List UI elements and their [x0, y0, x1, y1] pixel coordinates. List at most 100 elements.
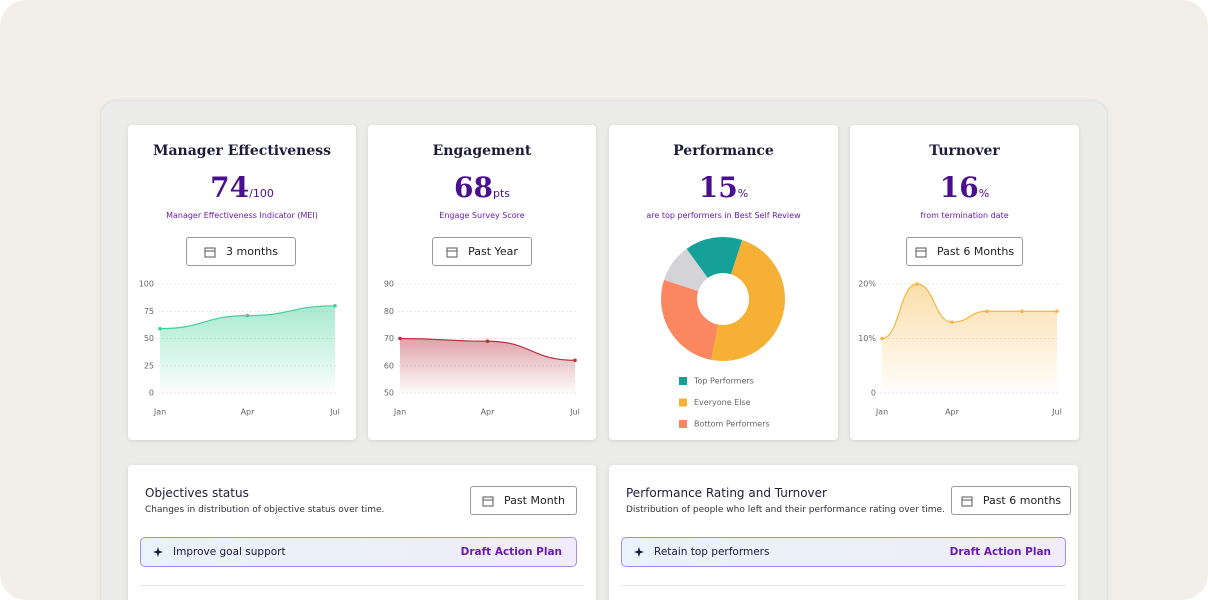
- card: Engagement 68pts Engage Survey Score Pas…: [368, 125, 596, 440]
- y-tick-label: 50: [144, 334, 154, 343]
- metric-caption: Manager Effectiveness Indicator (MEI): [166, 211, 318, 220]
- calendar-icon: [915, 247, 927, 257]
- metric-value: 16: [939, 171, 979, 204]
- panel-card: Performance Rating and Turnover Distribu…: [609, 465, 1078, 600]
- chart: 0 10% 20% Jan Apr Jul: [858, 280, 1062, 417]
- point: [880, 336, 884, 341]
- chart: 0 25 50 75 100 Jan Apr Jul: [139, 280, 340, 417]
- area: [400, 338, 575, 393]
- pie-slice: [711, 240, 786, 361]
- panel-title: Performance Rating and Turnover: [626, 486, 827, 500]
- metric: 16%: [850, 171, 1079, 204]
- x-tick-label: Apr: [481, 408, 496, 417]
- calendar-icon: [204, 247, 216, 257]
- y-tick-label: 10%: [858, 334, 876, 343]
- date-filter[interactable]: Past 6 months: [951, 486, 1071, 515]
- action-link[interactable]: Draft Action Plan: [949, 546, 1051, 558]
- sparkle-icon: [153, 547, 163, 557]
- metric: 15%: [609, 171, 838, 204]
- area: [882, 284, 1057, 393]
- filter-label: Past Year: [468, 245, 518, 258]
- legend-swatch: [679, 377, 687, 385]
- metric-value: 15: [698, 171, 738, 204]
- point: [333, 304, 337, 308]
- legend-swatch: [679, 398, 687, 407]
- date-filter[interactable]: Past Year: [432, 237, 532, 266]
- panel-card: Objectives status Changes in distributio…: [128, 465, 596, 600]
- insight-bar[interactable]: Improve goal support Draft Action Plan: [140, 537, 577, 567]
- legend-label: Bottom Performers: [694, 420, 770, 429]
- card-title: Performance: [673, 143, 774, 159]
- y-tick-label: 25: [144, 361, 154, 370]
- point: [398, 336, 402, 341]
- date-filter[interactable]: 3 months: [186, 237, 296, 266]
- card-title: Engagement: [432, 143, 532, 159]
- y-tick-label: 20%: [858, 280, 876, 289]
- x-tick-label: Jan: [875, 408, 888, 417]
- insight-text: Retain top performers: [654, 546, 770, 558]
- point: [915, 282, 919, 286]
- divider: [621, 585, 1066, 586]
- sparkle-icon: [634, 547, 644, 557]
- divider: [140, 585, 584, 586]
- x-tick-label: Jan: [393, 408, 406, 417]
- insight-bar[interactable]: Retain top performers Draft Action Plan: [621, 537, 1066, 567]
- metric-caption: are top performers in Best Self Review: [646, 211, 801, 220]
- metric: 68pts: [368, 171, 596, 204]
- calendar-icon: [482, 496, 494, 506]
- y-tick-label: 50: [384, 389, 394, 398]
- metric-unit: %: [737, 187, 749, 200]
- point: [245, 313, 250, 318]
- card: Manager Effectiveness 74/100 Manager Eff…: [128, 125, 356, 440]
- point: [1055, 309, 1059, 314]
- y-tick-label: 90: [384, 280, 394, 289]
- metric-value: 74: [210, 171, 250, 204]
- y-tick-label: 60: [384, 361, 394, 370]
- panel-title: Objectives status: [145, 486, 249, 500]
- date-filter[interactable]: Past Month: [470, 486, 577, 515]
- y-tick-label: 0: [149, 389, 154, 398]
- legend-swatch: [679, 420, 687, 428]
- point: [485, 339, 490, 344]
- card: Performance 15% are top performers in Be…: [609, 125, 838, 440]
- y-tick-label: 70: [384, 334, 394, 343]
- card: Turnover 16% from termination date Past …: [850, 125, 1079, 440]
- filter-label: Past Month: [504, 494, 565, 507]
- card-title: Turnover: [929, 143, 1000, 159]
- x-tick-label: Apr: [241, 408, 256, 417]
- metric: 74/100: [128, 171, 356, 204]
- chart: Top Performers Everyone Else Bottom Perfor…: [661, 237, 786, 429]
- pie-slice: [686, 237, 743, 278]
- point: [573, 358, 577, 363]
- date-filter[interactable]: Past 6 Months: [906, 237, 1023, 266]
- chart: 50 60 70 80 90 Jan Apr Jul: [384, 280, 580, 417]
- y-tick-label: 100: [139, 280, 154, 289]
- point: [1020, 309, 1024, 314]
- calendar-icon: [446, 247, 458, 257]
- filter-label: 3 months: [226, 245, 278, 258]
- x-tick-label: Jul: [1051, 408, 1062, 417]
- filter-label: Past 6 months: [982, 494, 1062, 507]
- metric-caption: from termination date: [920, 211, 1009, 220]
- metric-caption: Engage Survey Score: [439, 211, 525, 220]
- y-tick-label: 75: [144, 307, 154, 316]
- x-tick-label: Jan: [153, 408, 166, 417]
- insight-text: Improve goal support: [173, 546, 286, 558]
- point: [985, 309, 989, 314]
- legend-label: Everyone Else: [694, 398, 751, 407]
- point: [950, 320, 954, 324]
- point: [158, 326, 162, 331]
- panel-subtitle: Changes in distribution of objective sta…: [145, 505, 385, 515]
- card-title: Manager Effectiveness: [152, 143, 332, 159]
- panel-subtitle: Distribution of people who left and thei…: [626, 505, 945, 515]
- metric-unit: %: [978, 187, 990, 200]
- action-link[interactable]: Draft Action Plan: [460, 546, 562, 558]
- x-tick-label: Apr: [945, 408, 960, 417]
- filter-label: Past 6 Months: [936, 245, 1015, 258]
- pie-slice: [664, 248, 708, 291]
- x-tick-label: Jul: [569, 408, 580, 417]
- y-tick-label: 0: [871, 389, 876, 398]
- metric-unit: /100: [249, 187, 274, 200]
- metric-value: 68: [454, 171, 493, 204]
